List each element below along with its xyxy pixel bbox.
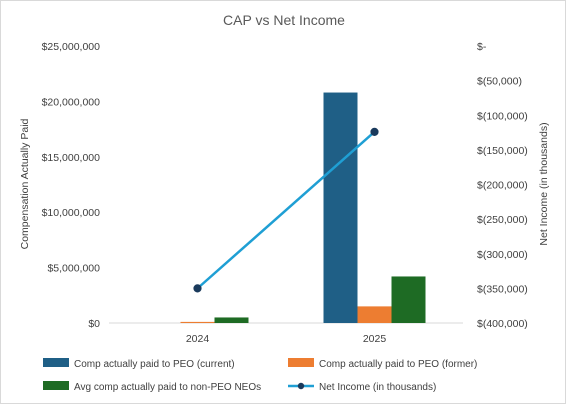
right-tick-label: $(250,000) <box>477 214 528 226</box>
chart-title: CAP vs Net Income <box>223 12 345 28</box>
line-series <box>193 127 379 293</box>
right-tick-label: $(350,000) <box>477 283 528 295</box>
right-axis-ticks: $- $(50,000) $(100,000) $(150,000) $(200,000… <box>477 41 528 330</box>
right-axis-title: Net Income (in thousands) <box>538 122 550 245</box>
net-income-point <box>370 127 379 136</box>
left-tick-label: $5,000,000 <box>47 263 100 275</box>
bar-series <box>180 92 426 323</box>
legend-label: Comp actually paid to PEO (current) <box>74 359 235 370</box>
left-axis-ticks: $0 $5,000,000 $10,000,000 $15,000,000 $20,00… <box>42 41 101 330</box>
x-tick-label: 2025 <box>363 333 387 345</box>
legend-swatch <box>43 381 69 390</box>
net-income-point <box>193 284 202 293</box>
right-tick-label: $(100,000) <box>477 110 528 122</box>
legend-label: Avg comp actually paid to non-PEO NEOs <box>74 382 261 393</box>
legend-label: Comp actually paid to PEO (former) <box>319 359 477 370</box>
bar <box>214 317 249 323</box>
right-tick-label: $- <box>477 41 487 53</box>
left-axis-title: Compensation Actually Paid <box>19 118 31 249</box>
left-tick-label: $10,000,000 <box>42 207 101 219</box>
bar <box>357 306 392 323</box>
bar <box>180 321 215 323</box>
right-tick-label: $(400,000) <box>477 318 528 330</box>
legend-label: Net Income (in thousands) <box>319 382 436 393</box>
right-tick-label: $(150,000) <box>477 145 528 157</box>
legend-swatch <box>43 358 69 367</box>
left-tick-label: $20,000,000 <box>42 96 101 108</box>
right-tick-label: $(300,000) <box>477 249 528 261</box>
x-axis-ticks: 2024 2025 <box>186 333 387 345</box>
net-income-line <box>196 130 376 290</box>
bar <box>391 276 426 323</box>
x-tick-label: 2024 <box>186 333 210 345</box>
right-tick-label: $(50,000) <box>477 76 522 88</box>
left-tick-label: $25,000,000 <box>42 41 101 53</box>
right-tick-label: $(200,000) <box>477 180 528 192</box>
legend-marker <box>297 382 305 390</box>
legend: Comp actually paid to PEO (current) Comp … <box>43 358 477 393</box>
legend-swatch <box>288 358 314 367</box>
left-tick-label: $15,000,000 <box>42 152 101 164</box>
bar <box>323 92 358 323</box>
left-tick-label: $0 <box>88 318 100 330</box>
